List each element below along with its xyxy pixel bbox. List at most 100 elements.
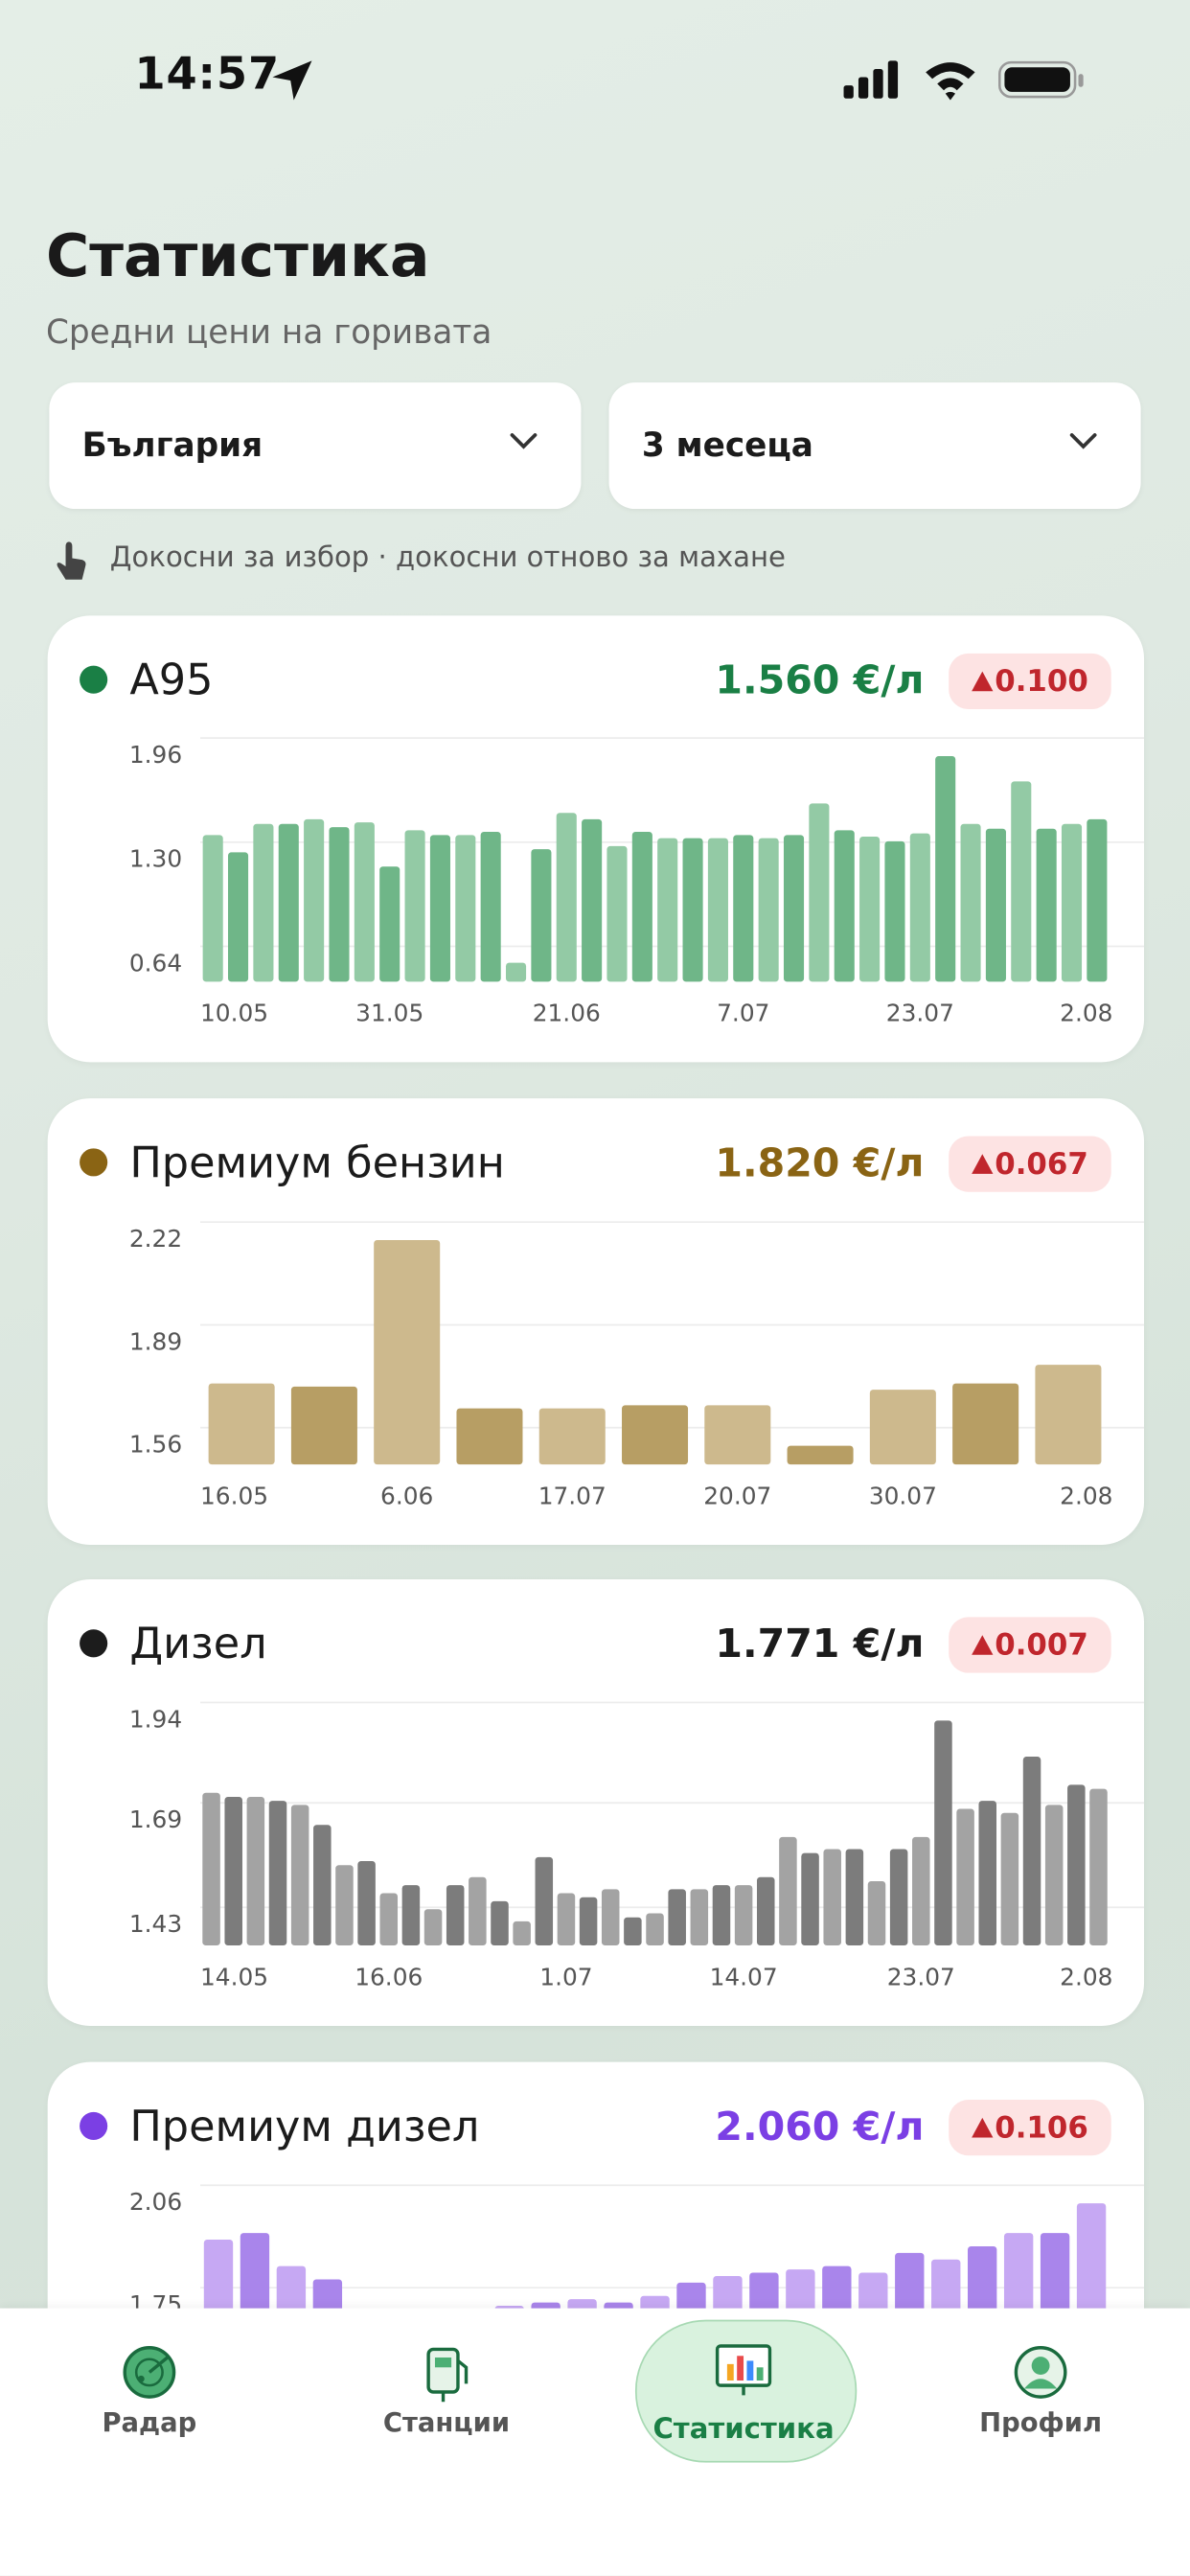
up-arrow: [972, 2118, 994, 2138]
x-tick-label: 16.06: [355, 1964, 423, 1991]
profile-icon: [1014, 2346, 1067, 2399]
radar-icon: [123, 2346, 176, 2399]
x-tick-label: 6.06: [380, 1482, 433, 1509]
bar: [757, 1877, 775, 1946]
x-tick-label: 23.07: [886, 1000, 954, 1027]
bar: [313, 1825, 332, 1946]
bar: [246, 1797, 265, 1946]
y-tick-label: 2.06: [129, 2188, 182, 2216]
bar: [202, 1793, 220, 1946]
bar: [606, 845, 628, 982]
tab-stations[interactable]: Станции: [382, 2406, 511, 2438]
bar: [290, 1386, 357, 1464]
bar: [335, 1865, 354, 1946]
bar: [224, 1797, 242, 1946]
fuel-card[interactable]: Премиум бензин 1.820 €/л 0.067 1.56 1.89 2.22…: [47, 1097, 1145, 1545]
y-tick-label: 1.69: [129, 1806, 182, 1834]
bar: [601, 1890, 620, 1946]
bar: [801, 1853, 819, 1946]
x-tick-label: 2.08: [1060, 1482, 1112, 1509]
bar: [845, 1850, 864, 1946]
bar: [956, 1809, 974, 1946]
bar: [208, 1383, 275, 1464]
x-tick-label: 23.07: [887, 1964, 955, 1991]
up-arrow: [972, 1153, 994, 1174]
change-badge: [949, 1135, 1111, 1192]
tab-profile[interactable]: Профил: [979, 2406, 1103, 2438]
bar: [1061, 823, 1083, 982]
bar: [859, 836, 881, 982]
bar: [290, 1806, 309, 1946]
fuel-dot: [80, 1629, 108, 1659]
bar: [480, 832, 501, 982]
bar: [374, 1239, 441, 1464]
bar: [557, 1894, 576, 1946]
bar: [978, 1801, 997, 1946]
fuel-card[interactable]: Дизел 1.771 €/л 0.007 1.43 1.69 1.94 14.05 16.0…: [47, 1579, 1145, 2027]
bar: [1022, 1757, 1041, 1946]
bar: [707, 838, 728, 982]
chevron: [510, 433, 538, 449]
x-tick-label: 20.07: [703, 1482, 771, 1509]
fuel-price: 1.820 €/л: [715, 1139, 924, 1185]
bar: [538, 1408, 606, 1464]
bar: [889, 1850, 908, 1946]
bar: [354, 822, 375, 982]
tab-bar: Радар Станции Статистика Профил: [0, 2308, 1190, 2576]
bar: [379, 866, 400, 982]
bar: [535, 1857, 554, 1946]
bar: [329, 827, 350, 982]
bar: [455, 835, 476, 982]
bar: [304, 818, 325, 982]
bar: [1044, 1806, 1064, 1946]
status-time: 14:57: [134, 49, 281, 101]
bar: [469, 1877, 487, 1946]
bar: [423, 1909, 443, 1946]
bar: [1067, 1785, 1086, 1946]
fuel-dot: [80, 1147, 108, 1176]
bar: [622, 1404, 689, 1464]
y-tick-label: 1.43: [129, 1911, 182, 1939]
change-badge: [949, 653, 1111, 710]
chevron: [1069, 433, 1097, 449]
x-tick-label: 1.07: [539, 1964, 592, 1991]
fuel-chart: Дизел 1.771 €/л 0.007 1.43 1.69 1.94 14.05 16.0…: [80, 1618, 1145, 1991]
bar: [823, 1850, 841, 1946]
fuel-name: Дизел: [129, 1620, 266, 1669]
y-tick-label: 0.64: [129, 949, 182, 977]
bar: [668, 1890, 686, 1946]
stations-icon: [426, 2347, 469, 2403]
x-tick-label: 16.05: [200, 1482, 268, 1509]
fuel-card[interactable]: A95 1.560 €/л 0.100 0.64 1.30 1.96 10.05 31.05 2…: [47, 615, 1145, 1063]
statistics-icon: [715, 2344, 772, 2396]
x-tick-label: 2.08: [1060, 1964, 1112, 1991]
y-tick-label: 1.56: [129, 1430, 182, 1458]
fuel-price: 1.560 €/л: [715, 657, 924, 703]
x-tick-label: 31.05: [355, 1000, 423, 1027]
bar: [985, 828, 1006, 982]
bar: [1087, 818, 1108, 982]
fuel-dot: [80, 665, 108, 694]
x-tick-label: 17.07: [538, 1482, 606, 1509]
period-dropdown[interactable]: 3 месеца: [608, 382, 1141, 510]
bar: [491, 1901, 509, 1946]
active-tab-highlight: [634, 2319, 858, 2463]
bar: [227, 852, 249, 982]
bar: [268, 1801, 287, 1946]
tab-radar[interactable]: Радар: [102, 2406, 197, 2438]
bar: [631, 832, 652, 982]
price-change: 0.067: [995, 1146, 1088, 1181]
fuel-price: 2.060 €/л: [715, 2104, 924, 2150]
region-dropdown[interactable]: България: [49, 382, 582, 510]
price-change: 0.100: [995, 664, 1088, 699]
bar: [779, 1837, 797, 1946]
tab-statistics[interactable]: Статистика: [652, 2413, 835, 2447]
bar: [429, 835, 450, 982]
bar: [934, 1721, 952, 1946]
bar: [787, 1445, 854, 1464]
bar: [456, 1408, 523, 1464]
tap-icon: [57, 541, 86, 580]
change-badge: [949, 1618, 1111, 1674]
bar: [733, 835, 754, 982]
